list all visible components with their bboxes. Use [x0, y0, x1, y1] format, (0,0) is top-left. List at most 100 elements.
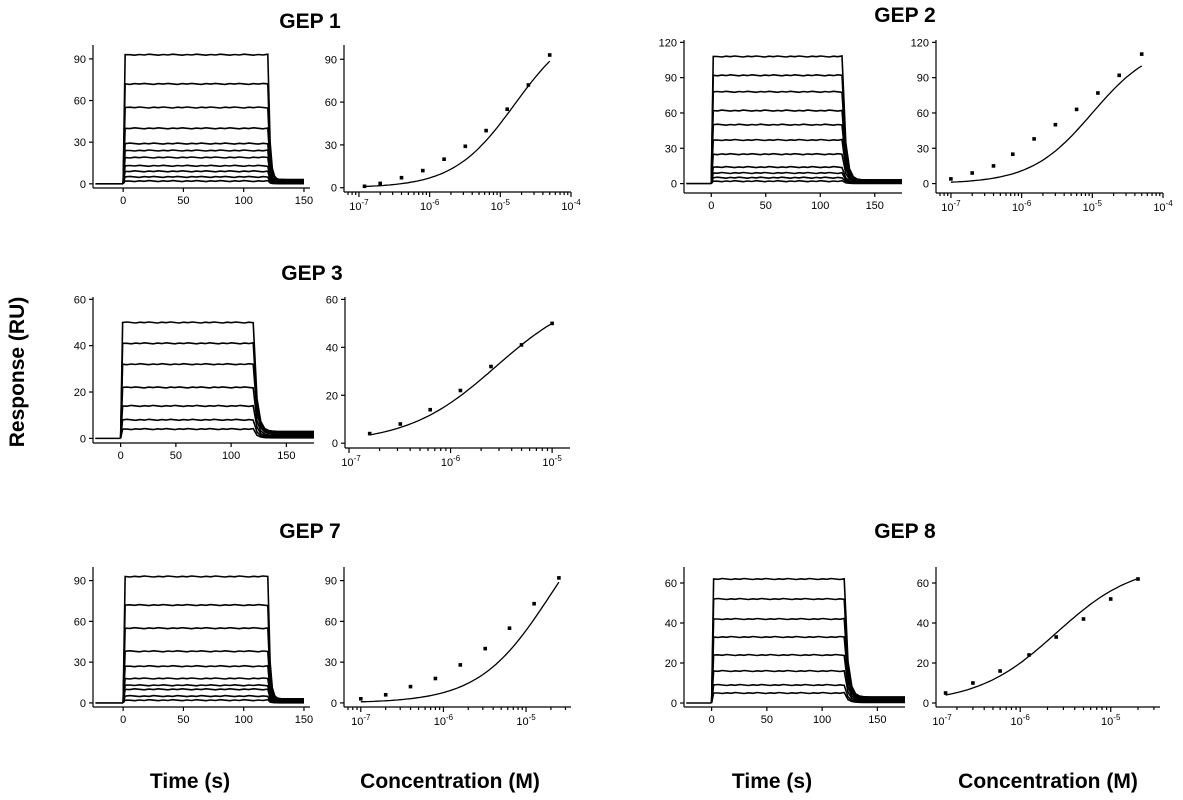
panel-title: GEP 7: [279, 520, 340, 543]
sensorgram-trace: [710, 617, 905, 704]
sensorgram-x-tick-label: 100: [222, 450, 240, 462]
affinity-plot: 0 30 60 90 10-7 10-6 10-5 10-4: [325, 45, 581, 213]
affinity-y-tick-label: 30: [917, 143, 929, 155]
affinity-x-tick-label: 10-7: [349, 198, 369, 213]
sensorgram-y-tick-label: 20: [665, 658, 677, 670]
affinity-data-point: [1081, 617, 1086, 621]
affinity-x-tick-label: 10-4: [1153, 199, 1173, 214]
sensorgram-trace: [119, 418, 314, 439]
affinity-data-point: [428, 407, 432, 412]
affinity-data-point: [1074, 107, 1079, 112]
sensorgram-x-tick-label: 0: [120, 714, 126, 726]
sensorgram-x-tick-label: 50: [177, 714, 189, 726]
sensorgram-trace: [122, 664, 304, 703]
sensorgram-y-tick-label: 0: [80, 433, 86, 445]
affinity-y-tick-label: 60: [917, 108, 929, 120]
affinity-y-tick-label: 90: [325, 576, 337, 588]
affinity-plot: 0 30 60 90 10-7 10-6 10-5: [325, 567, 571, 728]
affinity-data-point: [507, 626, 512, 630]
sensorgram-y-tick-label: 0: [80, 698, 86, 710]
sensorgram-trace: [119, 362, 314, 439]
affinity-data-point: [943, 691, 948, 695]
sensorgram-x-tick-label: 100: [813, 714, 831, 726]
sensorgram-plot: 0 30 60 90 120 0 50 100 150: [659, 37, 902, 212]
sensorgram-trace: [710, 597, 905, 704]
affinity-data-point: [1032, 137, 1036, 141]
affinity-data-point: [1108, 597, 1113, 601]
affinity-plot: 0 20 40 60 10-7 10-6 10-5: [326, 294, 570, 469]
affinity-x-tick-label: 10-6: [1011, 713, 1031, 728]
sensorgram-y-tick-label: 90: [665, 73, 677, 85]
affinity-x-tick-label: 10-7: [341, 454, 361, 469]
sensorgram-y-tick-label: 30: [74, 657, 86, 669]
sensorgram-trace: [122, 603, 304, 703]
panel-gep-7: GEP 7 0 30 60 90 0 50 100 150 0 30 60 90 10-7 10-6 10-5: [74, 520, 571, 728]
sensorgram-y-tick-label: 30: [665, 143, 677, 155]
affinity-y-tick-label: 60: [325, 616, 337, 628]
affinity-y-tick-label: 40: [917, 618, 929, 630]
affinity-y-tick-label: 120: [911, 37, 929, 49]
affinity-x-tick-label: 10-6: [434, 713, 454, 728]
affinity-y-tick-label: 90: [917, 73, 929, 85]
affinity-y-tick-label: 40: [326, 342, 338, 354]
sensorgram-x-tick-label: 50: [760, 200, 772, 212]
affinity-data-point: [970, 171, 974, 175]
sensorgram-trace: [122, 575, 304, 703]
affinity-data-point: [971, 681, 975, 685]
affinity-data-point: [408, 684, 413, 689]
sensorgram-x-tick-label: 150: [866, 200, 884, 212]
panel-title: GEP 2: [874, 4, 935, 27]
sensorgram-x-tick-label: 0: [118, 450, 124, 462]
affinity-data-point: [1011, 152, 1015, 156]
affinity-x-tick-label: 10-6: [1012, 199, 1032, 214]
sensorgram-y-tick-label: 60: [74, 96, 86, 108]
affinity-fit-curve: [369, 322, 553, 436]
affinity-x-tick-label: 10-6: [441, 454, 461, 469]
panel-title: GEP 8: [874, 520, 936, 543]
panel-title: GEP 3: [281, 262, 342, 285]
sensorgram-y-tick-label: 0: [671, 179, 677, 191]
sensorgram-trace: [710, 635, 905, 704]
affinity-x-tick-label: 10-5: [516, 713, 536, 728]
affinity-data-point: [550, 321, 554, 326]
sensorgram-y-tick-label: 40: [665, 618, 677, 630]
affinity-y-tick-label: 60: [325, 97, 337, 109]
sensorgram-x-tick-label: 50: [170, 450, 182, 462]
affinity-data-point: [433, 676, 438, 681]
sensorgram-x-tick-label: 0: [120, 195, 126, 207]
sensorgram-y-tick-label: 40: [74, 341, 86, 353]
affinity-x-tick-label: 10-7: [932, 713, 952, 728]
affinity-y-tick-label: 60: [917, 578, 929, 590]
x-axis-title-concentration-left: Concentration (M): [360, 770, 540, 793]
affinity-fit-curve: [364, 60, 551, 188]
affinity-x-tick-label: 10-5: [1083, 199, 1103, 214]
affinity-fit-curve: [950, 65, 1143, 183]
x-axis-title-time-right: Time (s): [732, 770, 812, 793]
sensorgram-trace: [710, 138, 902, 184]
affinity-y-tick-label: 90: [325, 54, 337, 66]
sensorgram-trace: [710, 653, 905, 704]
sensorgram-trace: [710, 90, 902, 184]
affinity-data-point: [383, 693, 388, 697]
affinity-data-point: [367, 431, 372, 436]
affinity-data-point: [362, 184, 367, 189]
affinity-y-tick-label: 20: [917, 658, 929, 670]
affinity-data-point: [1117, 73, 1121, 78]
x-axis-title-concentration-right: Concentration (M): [958, 770, 1138, 793]
sensorgram-y-tick-label: 30: [74, 137, 86, 149]
affinity-y-tick-label: 60: [326, 294, 338, 306]
sensorgram-trace: [119, 321, 314, 439]
affinity-x-tick-label: 10-5: [542, 454, 562, 469]
sensorgram-y-tick-label: 0: [80, 179, 86, 191]
sensorgram-trace: [122, 142, 304, 184]
affinity-y-tick-label: 0: [331, 183, 337, 195]
sensorgram-plot: 0 30 60 90 0 50 100 150: [74, 45, 313, 207]
affinity-y-tick-label: 20: [326, 390, 338, 402]
affinity-data-point: [1053, 122, 1058, 127]
affinity-data-point: [1054, 635, 1058, 639]
affinity-plot: 0 30 60 90 120 10-7 10-6 10-5 10-4: [911, 37, 1174, 214]
affinity-y-tick-label: 30: [325, 140, 337, 152]
affinity-x-tick-label: 10-7: [941, 199, 961, 214]
panel-gep-1: GEP 1 0 30 60 90 0 50 100 150 0 30 60 90 10-7 10-6 10-5…: [74, 10, 581, 213]
